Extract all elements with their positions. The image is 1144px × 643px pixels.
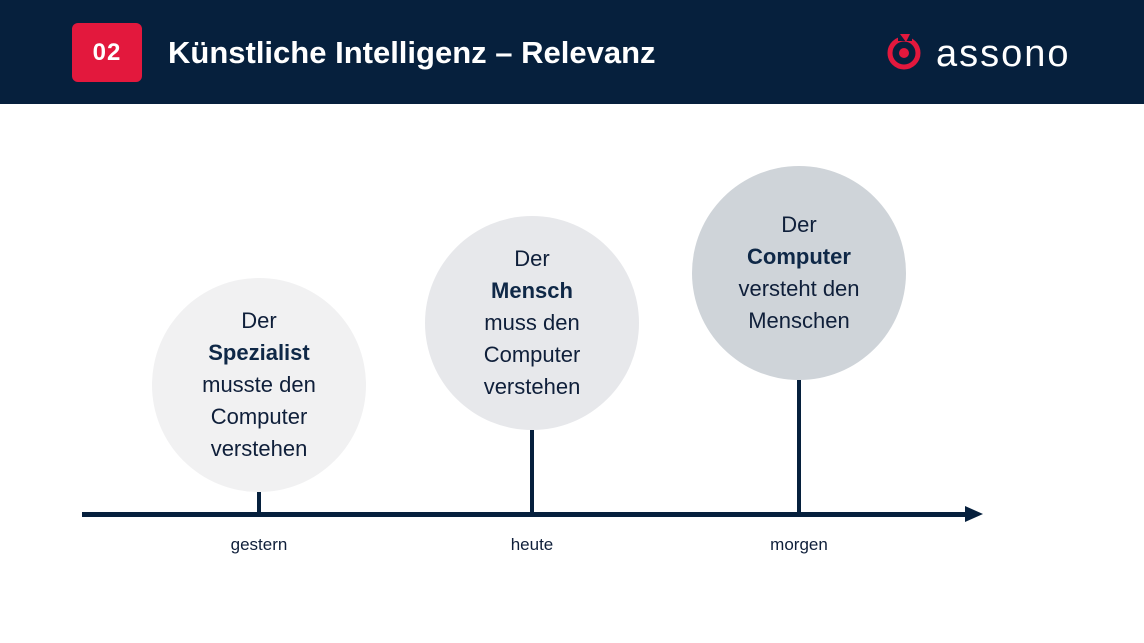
timeline-label-morgen: morgen: [770, 535, 828, 554]
stage-circle-morgen: Der Computer versteht den Menschen: [692, 166, 906, 380]
stage-line: Der: [514, 246, 550, 271]
section-number-badge: 02: [72, 23, 142, 82]
timeline-label-heute: heute: [510, 535, 554, 554]
stage-circle-gestern: Der Spezialist musste den Computer verst…: [152, 278, 366, 492]
timeline-connector-gestern: [257, 492, 261, 515]
stage-line: Computer: [210, 404, 308, 429]
stage-line: verstehen: [483, 374, 581, 399]
logo-wordmark: assono: [936, 33, 1071, 75]
stage-line: Der: [241, 308, 277, 333]
timeline-connector-morgen: [797, 380, 801, 515]
timeline-label-gestern: gestern: [230, 535, 288, 554]
stage-line: Computer: [483, 342, 581, 367]
stage-line: versteht den: [738, 276, 860, 301]
header-bar: 02 Künstliche Intelligenz – Relevanz ass…: [0, 0, 1144, 104]
timeline-connector-heute: [530, 430, 534, 515]
timeline-arrow-icon: [965, 506, 983, 522]
stage-line: Menschen: [748, 308, 850, 333]
stage-line: verstehen: [210, 436, 308, 461]
assono-logo-icon: [887, 32, 921, 70]
stage-line: musste den: [202, 372, 316, 397]
page-title: Künstliche Intelligenz – Relevanz: [168, 35, 656, 70]
stage-keyword: Mensch: [491, 278, 573, 303]
timeline-axis: [82, 512, 967, 517]
assono-logo: assono: [886, 30, 1086, 78]
stage-circle-heute: Der Mensch muss den Computer verstehen: [425, 216, 639, 430]
stage-keyword: Computer: [747, 244, 851, 269]
stage-line: Der: [781, 212, 817, 237]
stage-line: muss den: [484, 310, 580, 335]
stage-keyword: Spezialist: [208, 340, 310, 365]
